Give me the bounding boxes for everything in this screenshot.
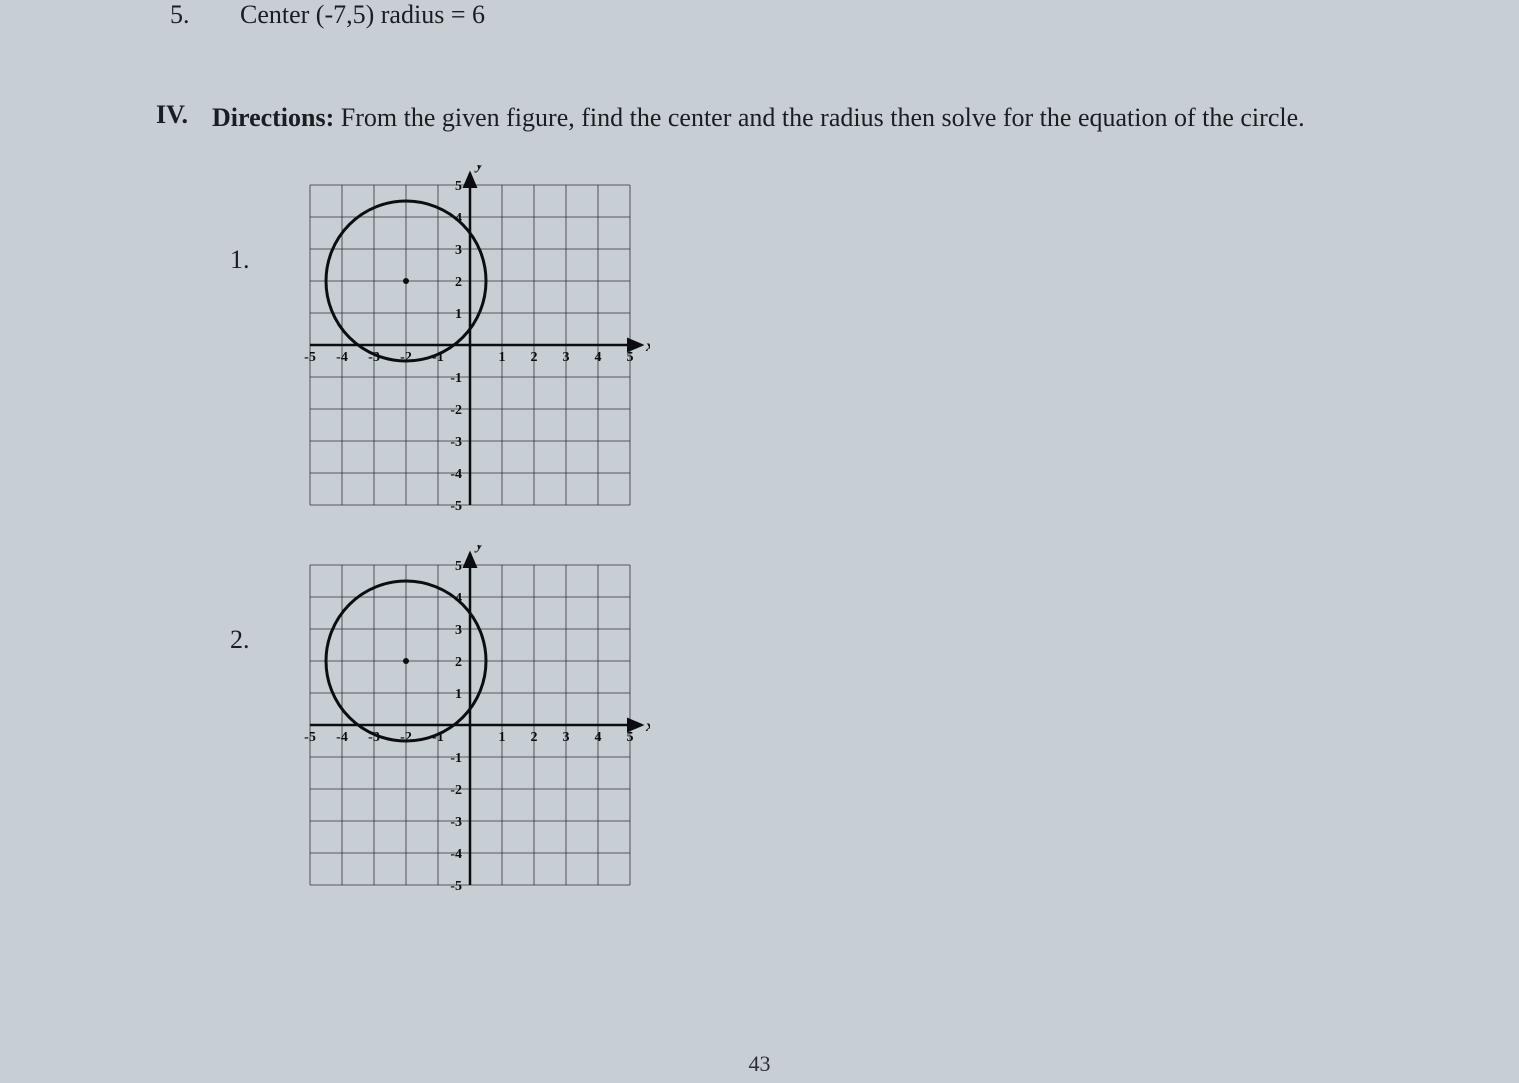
- svg-text:5: 5: [455, 559, 462, 574]
- svg-text:-4: -4: [450, 467, 462, 482]
- svg-text:-5: -5: [304, 730, 316, 745]
- section-label: IV.: [140, 100, 188, 130]
- svg-text:5: 5: [627, 730, 634, 745]
- page-body: 5. Center (-7,5) radius = 6 IV. Directio…: [0, 0, 1519, 955]
- svg-text:-4: -4: [336, 350, 348, 365]
- svg-text:1: 1: [455, 307, 462, 322]
- svg-text:5: 5: [627, 350, 634, 365]
- question-5-text: Center (-7,5) radius = 6: [240, 0, 1379, 30]
- svg-text:3: 3: [563, 730, 570, 745]
- svg-text:3: 3: [455, 243, 462, 258]
- problem-2: 2. -5-4-3-2-112345-5-4-3-2-112345xy: [230, 545, 1379, 905]
- svg-text:1: 1: [499, 350, 506, 365]
- problem-1: 1. -5-4-3-2-112345-5-4-3-2-112345xy: [230, 165, 1379, 525]
- svg-text:-1: -1: [450, 371, 462, 386]
- svg-text:2: 2: [455, 655, 462, 670]
- page-number: 43: [749, 1051, 771, 1077]
- svg-text:-5: -5: [450, 499, 462, 514]
- svg-text:x: x: [645, 718, 650, 735]
- svg-text:y: y: [474, 165, 484, 173]
- svg-text:2: 2: [531, 730, 538, 745]
- svg-text:y: y: [474, 545, 484, 553]
- svg-text:-2: -2: [450, 403, 462, 418]
- problem-2-number: 2.: [230, 625, 260, 655]
- section-iv-row: IV. Directions: From the given figure, f…: [140, 100, 1379, 135]
- question-5-row: 5. Center (-7,5) radius = 6: [140, 0, 1379, 30]
- svg-text:3: 3: [563, 350, 570, 365]
- svg-text:3: 3: [455, 623, 462, 638]
- svg-text:x: x: [645, 338, 650, 355]
- problem-1-number: 1.: [230, 245, 260, 275]
- svg-text:2: 2: [455, 275, 462, 290]
- svg-text:4: 4: [595, 730, 602, 745]
- svg-text:-5: -5: [450, 879, 462, 894]
- svg-text:-3: -3: [450, 815, 462, 830]
- svg-text:-4: -4: [450, 847, 462, 862]
- svg-text:4: 4: [595, 350, 602, 365]
- svg-text:-2: -2: [400, 350, 412, 365]
- problem-2-graph: -5-4-3-2-112345-5-4-3-2-112345xy: [290, 545, 650, 905]
- svg-text:1: 1: [455, 687, 462, 702]
- directions-block: Directions: From the given figure, find …: [212, 100, 1305, 135]
- svg-text:-3: -3: [450, 435, 462, 450]
- svg-text:5: 5: [455, 179, 462, 194]
- svg-text:2: 2: [531, 350, 538, 365]
- svg-text:-2: -2: [400, 730, 412, 745]
- question-5-number: 5.: [140, 0, 200, 30]
- svg-text:-1: -1: [450, 751, 462, 766]
- svg-text:-4: -4: [336, 730, 348, 745]
- problems-container: 1. -5-4-3-2-112345-5-4-3-2-112345xy 2. -…: [230, 165, 1379, 905]
- svg-text:1: 1: [499, 730, 506, 745]
- svg-text:-5: -5: [304, 350, 316, 365]
- directions-label: Directions:: [212, 103, 334, 132]
- directions-text: From the given figure, find the center a…: [334, 103, 1304, 132]
- problem-1-graph: -5-4-3-2-112345-5-4-3-2-112345xy: [290, 165, 650, 525]
- svg-text:-2: -2: [450, 783, 462, 798]
